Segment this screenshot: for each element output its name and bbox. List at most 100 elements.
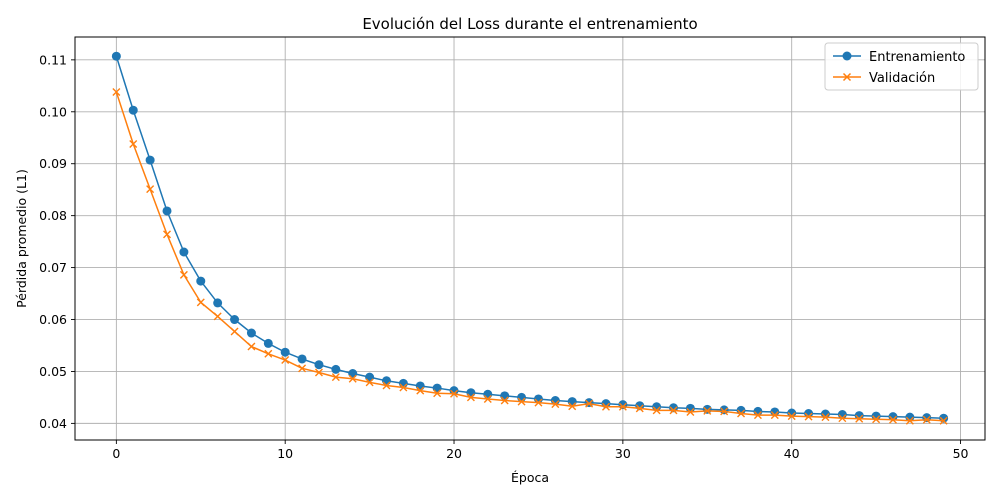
x-tick-label: 20: [446, 446, 462, 461]
data-point-entrenamiento: [517, 392, 527, 402]
x-tick-label: 40: [784, 446, 800, 461]
grid: [75, 37, 985, 440]
data-point-validacion: [264, 349, 273, 358]
data-point-validacion: [855, 414, 864, 423]
data-point-validacion: [787, 412, 796, 421]
data-point-entrenamiento: [230, 315, 240, 325]
data-point-validacion: [517, 397, 526, 406]
y-tick-label: 0.09: [39, 156, 67, 171]
data-point-validacion: [213, 312, 222, 321]
data-point-validacion: [872, 415, 881, 424]
data-point-entrenamiento: [466, 388, 476, 398]
data-point-validacion: [365, 378, 374, 387]
data-point-validacion: [551, 400, 560, 409]
data-point-validacion: [821, 413, 830, 422]
data-point-validacion: [466, 393, 475, 402]
x-tick-label: 30: [615, 446, 631, 461]
data-point-validacion: [382, 381, 391, 390]
y-tick-label: 0.11: [39, 52, 67, 67]
data-point-entrenamiento: [348, 369, 358, 379]
y-tick-label: 0.08: [39, 208, 67, 223]
y-tick-label: 0.06: [39, 312, 67, 327]
data-point-validacion: [163, 230, 172, 239]
data-point-validacion: [230, 327, 239, 336]
data-point-entrenamiento: [314, 360, 324, 370]
series-layer: [111, 51, 949, 425]
y-tick-label: 0.05: [39, 364, 67, 379]
data-point-entrenamiento: [331, 364, 341, 374]
data-point-entrenamiento: [263, 338, 273, 348]
data-point-validacion: [416, 386, 425, 395]
data-point-validacion: [669, 406, 678, 415]
data-point-validacion: [146, 185, 155, 194]
y-tick-label: 0.04: [39, 416, 67, 431]
data-point-entrenamiento: [804, 409, 814, 419]
series-line-validacion: [115, 91, 944, 422]
chart-title: Evolución del Loss durante el entrenamie…: [362, 15, 697, 33]
series-validacion: [112, 88, 948, 425]
ticks: 0 10 20 30 40 50 0.04 0.05 0.06 0.07 0.08 0.09 0.10 0…: [39, 52, 968, 461]
data-point-validacion: [129, 139, 138, 148]
legend-label-entrenamiento: Entrenamiento: [869, 50, 965, 65]
data-point-entrenamiento: [162, 206, 172, 216]
data-point-validacion: [922, 415, 931, 424]
data-point-entrenamiento: [449, 386, 459, 396]
data-point-entrenamiento: [179, 247, 189, 257]
data-point-validacion: [348, 374, 357, 383]
data-point-entrenamiento: [584, 398, 594, 408]
data-point-entrenamiento: [381, 376, 391, 386]
data-point-validacion: [770, 411, 779, 420]
data-point-validacion: [804, 412, 813, 421]
legend-marker-entrenamiento: [842, 51, 852, 61]
data-point-entrenamiento: [128, 105, 138, 115]
data-point-entrenamiento: [719, 405, 729, 415]
data-point-validacion: [720, 407, 729, 416]
data-point-validacion: [888, 415, 897, 424]
x-tick-label: 0: [112, 446, 120, 461]
data-point-entrenamiento: [297, 354, 307, 364]
data-point-entrenamiento: [111, 51, 121, 61]
y-tick-label: 0.10: [39, 104, 67, 119]
data-point-validacion: [314, 368, 323, 377]
legend-label-validacion: Validación: [869, 71, 935, 86]
legend: Entrenamiento Validación: [824, 42, 979, 91]
y-axis-label: Pérdida promedio (L1): [14, 169, 29, 308]
data-point-validacion: [939, 416, 948, 425]
data-point-validacion: [433, 389, 442, 398]
data-point-entrenamiento: [246, 328, 256, 338]
data-point-entrenamiento: [280, 347, 290, 357]
data-point-entrenamiento: [432, 383, 442, 393]
data-point-entrenamiento: [702, 404, 712, 414]
data-point-entrenamiento: [888, 412, 898, 422]
data-point-validacion: [635, 404, 644, 413]
y-tick-label: 0.07: [39, 260, 67, 275]
data-point-validacion: [686, 407, 695, 416]
x-tick-label: 10: [277, 446, 293, 461]
data-point-validacion: [450, 389, 459, 398]
legend-frame: [824, 42, 979, 91]
data-point-validacion: [500, 396, 509, 405]
data-point-entrenamiento: [770, 407, 780, 417]
data-point-validacion: [196, 298, 205, 307]
data-point-entrenamiento: [483, 389, 493, 399]
legend-marker-validacion: [842, 72, 852, 82]
data-point-entrenamiento: [854, 411, 864, 421]
data-point-entrenamiento: [871, 411, 881, 421]
data-point-entrenamiento: [196, 276, 206, 286]
data-point-validacion: [601, 402, 610, 411]
data-point-entrenamiento: [365, 372, 375, 382]
plot-frame: [74, 36, 986, 441]
data-point-validacion: [838, 414, 847, 423]
x-axis-label: Época: [511, 470, 549, 485]
data-point-validacion: [905, 416, 914, 425]
data-point-entrenamiento: [567, 397, 577, 407]
data-point-entrenamiento: [415, 381, 425, 391]
data-point-validacion: [737, 409, 746, 418]
data-point-entrenamiento: [213, 298, 223, 308]
data-point-entrenamiento: [500, 391, 510, 401]
data-point-entrenamiento: [922, 413, 932, 423]
data-point-validacion: [652, 406, 661, 415]
data-point-entrenamiento: [820, 409, 830, 419]
data-point-entrenamiento: [145, 155, 155, 165]
